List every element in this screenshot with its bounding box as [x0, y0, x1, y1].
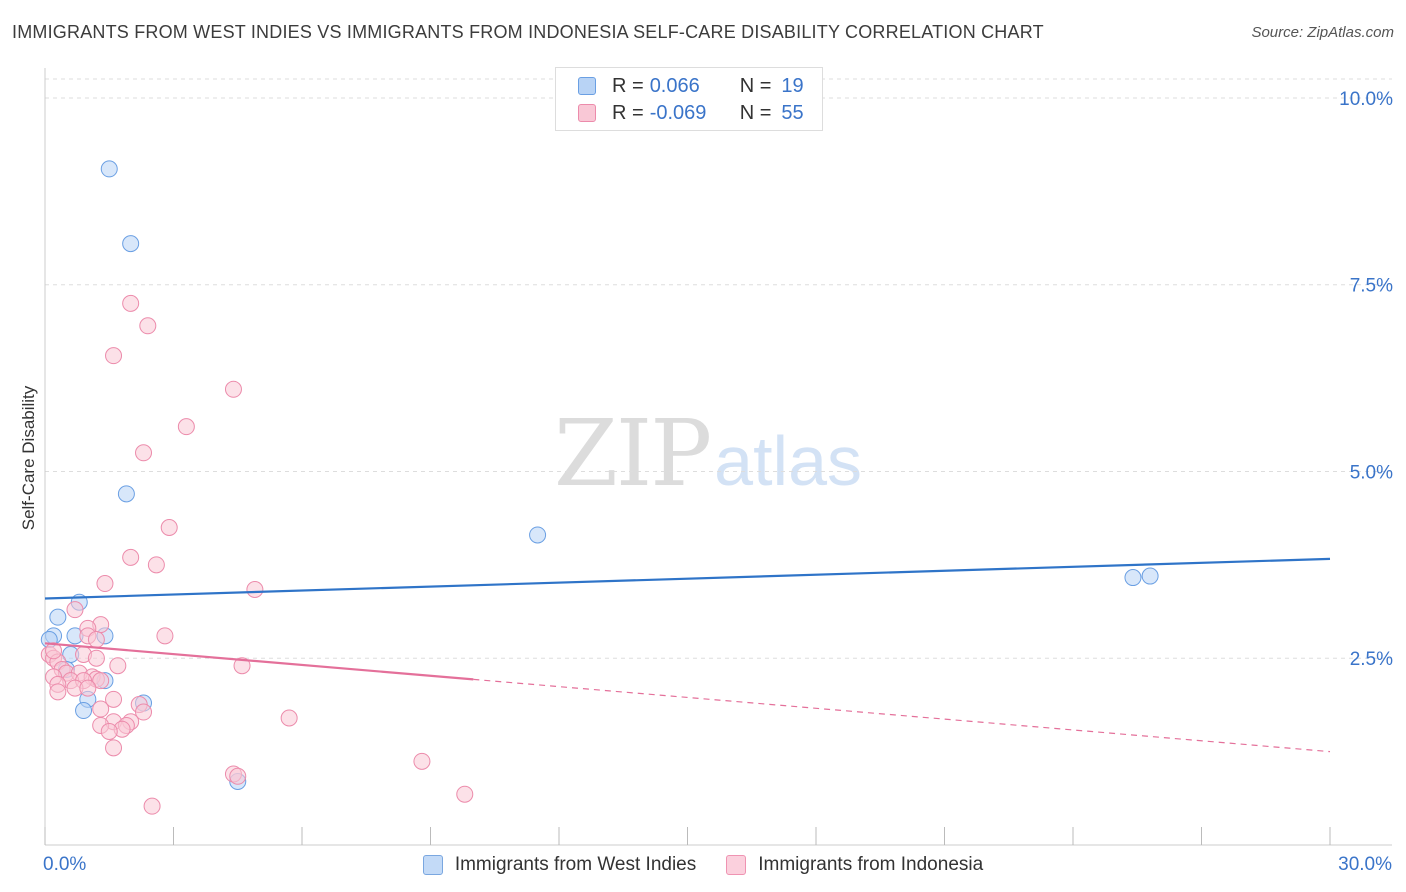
indonesia-point — [45, 642, 63, 660]
west-indies-point — [49, 608, 67, 626]
series-legend-item-west-indies[interactable]: Immigrants from West Indies — [422, 854, 697, 876]
series-legend-label: Immigrants from West Indies — [454, 854, 697, 875]
legend-r-label: R = — [612, 101, 644, 124]
indonesia-point — [233, 657, 251, 675]
indonesia-point — [156, 627, 174, 645]
indonesia-point — [147, 556, 165, 574]
indonesia-point — [224, 380, 242, 398]
indonesia-point — [79, 679, 97, 697]
west-indies-point — [122, 235, 140, 253]
indonesia-point — [246, 581, 264, 599]
legend-row-west-indies: R = 0.066 N = 19 — [578, 73, 804, 99]
indonesia-point — [92, 700, 110, 718]
indonesia-point — [105, 690, 123, 708]
y-tick-label: 2.5% — [1350, 649, 1393, 670]
west-indies-point — [75, 702, 93, 720]
indonesia-trendline-extrapolated — [473, 678, 1331, 753]
indonesia-point — [456, 785, 474, 803]
indonesia-point — [109, 657, 127, 675]
series-swatch-pink — [726, 855, 747, 875]
west-indies-point — [117, 485, 135, 503]
indonesia-point — [280, 709, 298, 727]
chart-title: IMMIGRANTS FROM WEST INDIES VS IMMIGRANT… — [12, 22, 1044, 42]
legend-n-value: 19 — [781, 74, 804, 97]
legend-r-value: 0.066 — [649, 74, 700, 97]
indonesia-point — [135, 703, 153, 721]
indonesia-point — [229, 767, 247, 785]
indonesia-point — [87, 631, 105, 649]
legend-n-value: 55 — [781, 101, 804, 124]
correlation-legend: R = 0.066 N = 19 R = -0.069 N = 55 — [555, 67, 823, 131]
west-indies-point — [529, 526, 547, 544]
indonesia-point — [122, 548, 140, 566]
indonesia-point — [105, 347, 123, 365]
legend-n-label: N = — [739, 74, 772, 97]
series-legend: Immigrants from West Indies Immigrants f… — [0, 852, 1406, 878]
west-indies-trendline — [44, 557, 1331, 600]
legend-row-indonesia: R = -0.069 N = 55 — [578, 100, 804, 126]
indonesia-point — [66, 601, 84, 619]
indonesia-point — [87, 649, 105, 667]
indonesia-point — [92, 672, 110, 690]
series-swatch-blue — [422, 855, 443, 875]
legend-swatch-pink — [578, 104, 596, 122]
indonesia-trendline — [44, 642, 474, 681]
y-axis-label: Self-Care Disability — [19, 385, 38, 530]
y-tick-label: 5.0% — [1350, 462, 1393, 483]
series-legend-item-indonesia[interactable]: Immigrants from Indonesia — [726, 854, 983, 876]
indonesia-point — [160, 519, 178, 536]
indonesia-point — [49, 683, 67, 701]
indonesia-point — [139, 317, 157, 335]
west-indies-point — [1141, 567, 1159, 585]
source-label: Source: ZipAtlas.com — [1251, 24, 1394, 41]
x-tick-label: 0.0% — [43, 854, 86, 875]
indonesia-point — [96, 575, 114, 593]
indonesia-point — [143, 797, 161, 815]
indonesia-point — [177, 418, 195, 436]
series-legend-label: Immigrants from Indonesia — [758, 854, 984, 875]
indonesia-point — [122, 294, 140, 312]
x-tick-label: 30.0% — [1338, 854, 1392, 875]
legend-swatch-blue — [578, 77, 596, 95]
indonesia-point — [135, 444, 153, 462]
legend-r-value: -0.069 — [649, 101, 707, 124]
indonesia-point — [100, 722, 118, 740]
legend-n-label: N = — [739, 101, 772, 124]
west-indies-point — [100, 160, 118, 178]
y-tick-label: 10.0% — [1339, 89, 1393, 110]
west-indies-point — [1124, 569, 1142, 587]
indonesia-point — [413, 752, 431, 770]
y-tick-label: 7.5% — [1350, 276, 1393, 297]
indonesia-point — [105, 739, 123, 757]
legend-r-label: R = — [612, 74, 644, 97]
